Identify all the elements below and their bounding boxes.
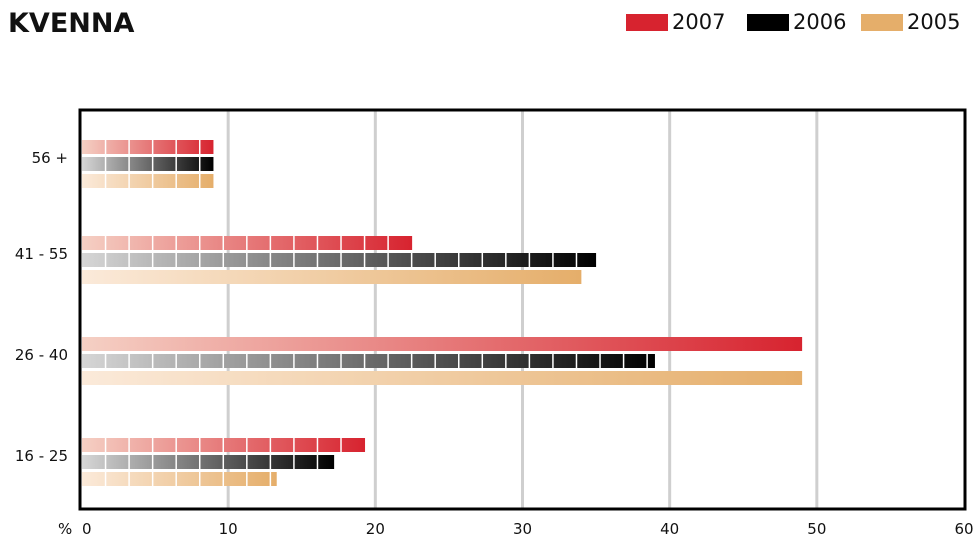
y-tick-label-41-55: 41 - 55	[15, 245, 68, 263]
legend-label: 2005	[907, 10, 961, 34]
bar-41-55-2005	[82, 270, 582, 284]
bar-16-25-2005	[82, 472, 277, 486]
y-tick-label-26-40: 26 - 40	[15, 346, 68, 364]
y-axis-labels: 56 + 41 - 55 26 - 40 16 - 25	[15, 149, 68, 465]
legend-swatch	[747, 14, 789, 31]
x-tick-label-30: 30	[513, 520, 532, 538]
legend-label: 2007	[672, 10, 726, 34]
bar-41-55-2006	[82, 253, 597, 267]
plot-frame	[78, 108, 967, 511]
x-tick-label-0: 0	[82, 520, 92, 538]
x-axis-labels: 0 10 20 30 40 50 60%	[58, 520, 973, 538]
y-tick-label-56: 56 +	[32, 149, 68, 167]
x-tick-label-40: 40	[660, 520, 679, 538]
legend-swatch	[626, 14, 668, 31]
x-axis-unit: %	[58, 520, 72, 538]
bar-26-40-2006	[82, 354, 655, 368]
y-tick-label-16-25: 16 - 25	[15, 447, 68, 465]
x-tick-label-50: 50	[807, 520, 826, 538]
bars	[82, 140, 803, 486]
bar-56-2007	[82, 140, 214, 154]
bar-56-2005	[82, 174, 214, 188]
bar-26-40-2007	[82, 337, 803, 351]
x-tick-label-10: 10	[219, 520, 238, 538]
gridlines	[226, 111, 819, 508]
bar-56-2006	[82, 157, 214, 171]
chart-title: KVENNA	[8, 8, 135, 39]
legend-swatch	[861, 14, 903, 31]
x-tick-label-60: 60	[954, 520, 973, 538]
x-tick-label-20: 20	[366, 520, 385, 538]
bar-26-40-2005	[82, 371, 803, 385]
bar-16-25-2006	[82, 455, 335, 469]
legend-label: 2006	[793, 10, 847, 34]
